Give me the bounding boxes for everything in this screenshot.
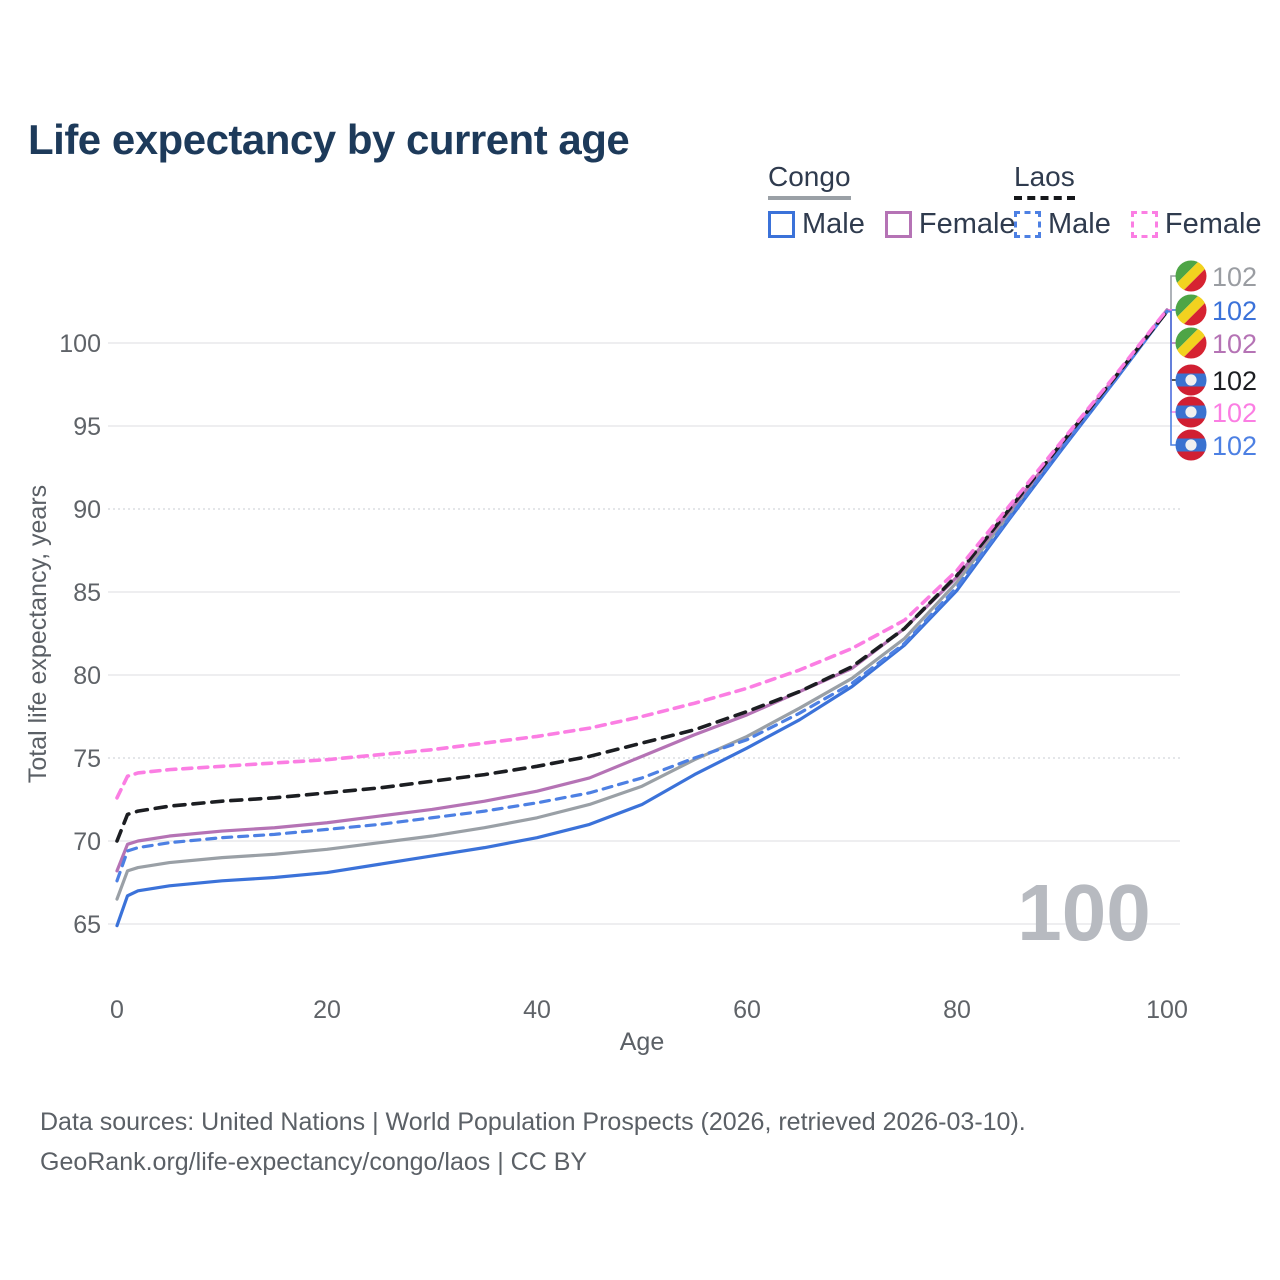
flag-icon-laos	[1175, 396, 1207, 428]
page-title: Life expectancy by current age	[28, 116, 630, 164]
legend-header-laos[interactable]: Laos	[1014, 161, 1075, 200]
flag-icon-congo	[1175, 260, 1207, 292]
y-tick-label: 95	[73, 413, 101, 441]
legend-swatch-congo-female	[884, 211, 912, 238]
legend-swatch-laos-male	[1014, 211, 1041, 238]
legend-label-laos-male: Male	[1048, 208, 1111, 240]
y-tick-label: 75	[73, 745, 101, 773]
end-label-connector	[1167, 310, 1176, 446]
age-watermark: 100	[1017, 868, 1150, 957]
y-tick-label: 100	[59, 330, 101, 358]
legend: Congo Male Female Laos Male	[0, 161, 1280, 251]
x-tick-label: 0	[110, 996, 124, 1024]
legend-group-congo: Congo Male Female	[768, 161, 1016, 241]
x-tick-label: 80	[943, 996, 971, 1024]
y-tick-label: 85	[73, 579, 101, 607]
legend-label-congo-female: Female	[918, 208, 1016, 240]
legend-item-congo-female[interactable]: Female	[884, 208, 1016, 241]
y-tick-label: 70	[73, 828, 101, 856]
legend-items-laos: Male Female	[1014, 208, 1262, 241]
legend-item-laos-female[interactable]: Female	[1130, 208, 1262, 241]
x-tick-label: 100	[1146, 996, 1188, 1024]
footer-attribution-line: GeoRank.org/life-expectancy/congo/laos |…	[40, 1148, 588, 1176]
x-tick-label: 60	[733, 996, 761, 1024]
legend-label-laos-female: Female	[1164, 208, 1262, 240]
end-label-connector	[1167, 275, 1176, 313]
x-axis-title: Age	[620, 1028, 664, 1056]
y-tick-label: 90	[73, 496, 101, 524]
legend-header-congo[interactable]: Congo	[768, 161, 851, 200]
series-line-congo-both[interactable]	[115, 309, 1169, 901]
footer-source-line: Data sources: United Nations | World Pop…	[40, 1108, 1026, 1136]
legend-item-laos-male[interactable]: Male	[1014, 208, 1111, 241]
x-tick-label: 40	[523, 996, 551, 1024]
y-tick-label: 80	[73, 662, 101, 690]
x-tick-label: 20	[313, 996, 341, 1024]
series-line-laos-female[interactable]	[115, 307, 1169, 800]
end-value-label: 102	[1212, 398, 1257, 428]
y-tick-label: 65	[73, 911, 101, 939]
end-value-label: 102	[1212, 262, 1257, 292]
flag-icon-congo	[1175, 327, 1207, 359]
flag-icon-congo	[1175, 294, 1207, 326]
legend-items-congo: Male Female	[768, 208, 1016, 241]
legend-swatch-laos-female	[1130, 211, 1158, 238]
legend-item-congo-male[interactable]: Male	[768, 208, 865, 241]
flag-icon-laos	[1175, 364, 1207, 396]
chart-canvas: 65 70 75 80 85 90 95 100 0 20 40 60 80 100 Age Total li…	[24, 260, 1257, 1056]
end-value-label: 102	[1212, 366, 1257, 396]
series-line-laos-male[interactable]	[115, 309, 1169, 883]
legend-label-congo-male: Male	[802, 208, 865, 240]
legend-group-laos: Laos Male Female	[1014, 161, 1262, 241]
end-value-label: 102	[1212, 296, 1257, 326]
series-line-congo-male[interactable]	[115, 309, 1169, 928]
series-line-laos-both[interactable]	[115, 309, 1169, 843]
y-axis-title: Total life expectancy, years	[24, 485, 52, 783]
end-value-label: 102	[1212, 431, 1257, 461]
flag-icon-laos	[1175, 429, 1207, 461]
end-value-label: 102	[1212, 329, 1257, 359]
legend-swatch-congo-male	[768, 211, 795, 238]
